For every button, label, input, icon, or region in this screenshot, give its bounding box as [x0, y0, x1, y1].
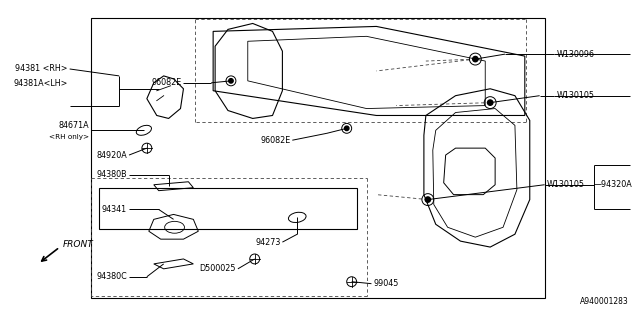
Text: 94273: 94273: [255, 238, 280, 247]
Circle shape: [344, 126, 349, 131]
Circle shape: [425, 197, 431, 202]
Bar: [92, 18, 545, 298]
Text: A940001283: A940001283: [580, 297, 628, 307]
Text: <RH only>: <RH only>: [49, 134, 90, 140]
Text: 96082E: 96082E: [260, 136, 291, 145]
Text: 84920A: 84920A: [96, 150, 127, 160]
Circle shape: [473, 56, 478, 62]
Text: W130105: W130105: [556, 91, 595, 100]
Text: D500025: D500025: [200, 264, 236, 273]
Text: 96082E: 96082E: [151, 78, 182, 87]
Circle shape: [488, 100, 493, 105]
Text: —94320A: —94320A: [594, 180, 633, 189]
Text: 94380C: 94380C: [96, 272, 127, 281]
Text: 94381A<LH>: 94381A<LH>: [13, 79, 68, 88]
Text: W130105: W130105: [547, 180, 584, 189]
Circle shape: [228, 79, 233, 83]
Text: FRONT: FRONT: [63, 240, 93, 249]
Text: W130096: W130096: [556, 50, 595, 59]
Text: 94380B: 94380B: [97, 170, 127, 179]
Text: 94341: 94341: [102, 205, 127, 214]
Text: 94381 <RH>: 94381 <RH>: [15, 64, 68, 74]
Text: 84671A: 84671A: [59, 121, 90, 130]
Text: 99045: 99045: [373, 279, 399, 288]
